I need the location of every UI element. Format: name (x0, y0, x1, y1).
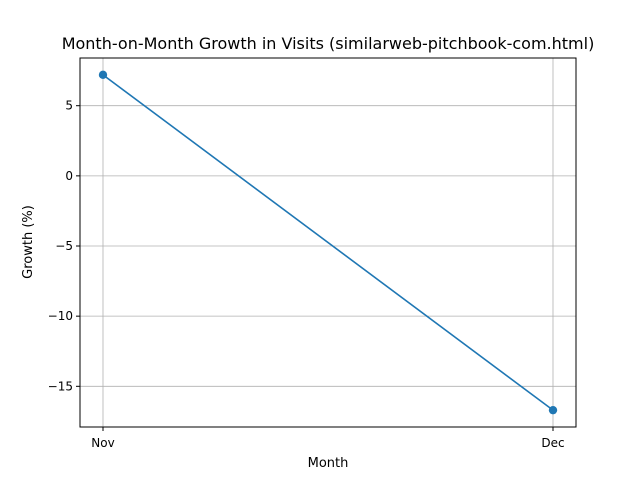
chart-title: Month-on-Month Growth in Visits (similar… (62, 34, 595, 53)
y-tick-label: 0 (65, 169, 73, 183)
y-tick-label: −5 (55, 239, 73, 253)
series-group (98, 70, 558, 415)
data-point (548, 405, 558, 415)
y-tick-label: −15 (48, 379, 73, 393)
series-line (102, 74, 554, 411)
data-point (98, 70, 108, 80)
x-tick-label: Nov (91, 436, 114, 450)
x-axis-label: Month (308, 456, 349, 471)
plot-frame (79, 57, 577, 428)
y-axis-ticks: 5 0 −5 −10 −15 (48, 99, 80, 393)
y-tick-label: 5 (65, 99, 73, 113)
x-tick-label: Dec (541, 436, 564, 450)
y-axis-label: Growth (%) (21, 205, 36, 279)
grid-lines (80, 58, 576, 427)
x-axis-ticks: Nov Dec (91, 427, 565, 450)
y-tick-label: −10 (48, 309, 73, 323)
